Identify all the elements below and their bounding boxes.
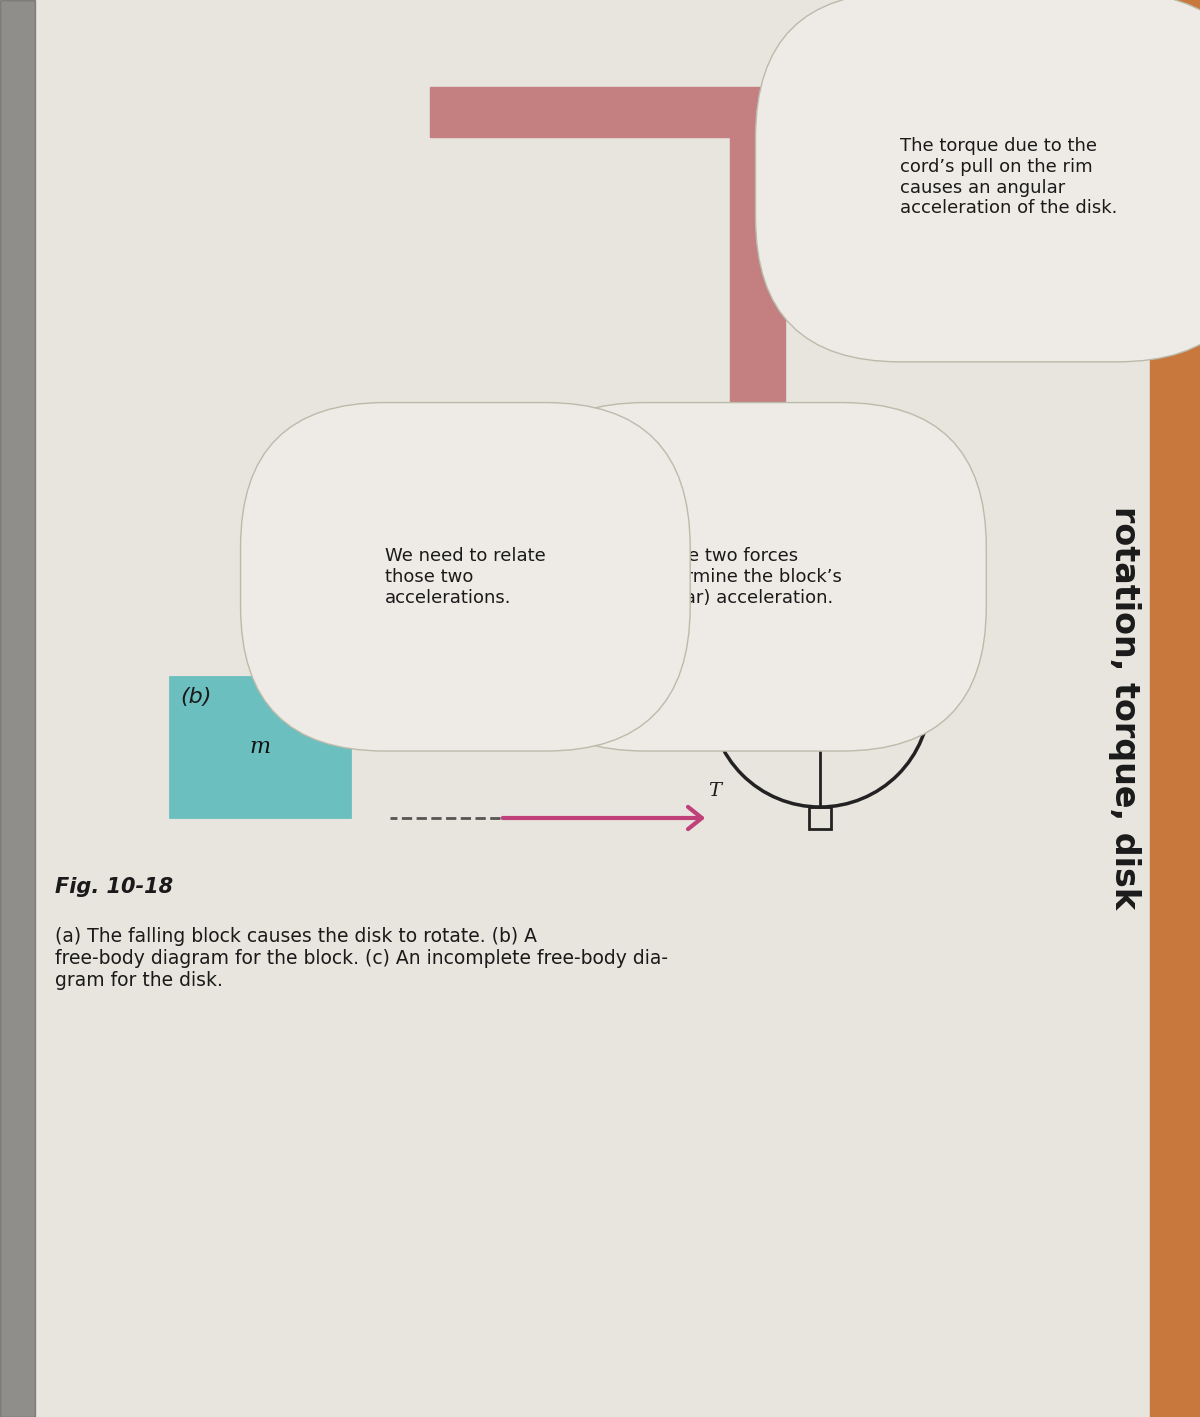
Circle shape xyxy=(812,689,828,706)
Text: m: m xyxy=(250,735,270,758)
Bar xyxy=(170,677,350,818)
Circle shape xyxy=(690,417,950,677)
Text: We need to relate
those two
accelerations.: We need to relate those two acceleration… xyxy=(385,547,546,606)
Bar xyxy=(809,808,830,829)
Text: $F_g$: $F_g$ xyxy=(379,652,401,677)
Text: (a): (a) xyxy=(380,707,410,727)
Text: The torque due to the
cord’s pull on the rim
causes an angular
acceleration of t: The torque due to the cord’s pull on the… xyxy=(900,137,1117,217)
Text: These two forces
determine the block’s
(linear) acceleration.: These two forces determine the block’s (… xyxy=(646,547,842,606)
Text: (c): (c) xyxy=(640,616,670,638)
Text: y: y xyxy=(384,588,396,606)
Text: R: R xyxy=(841,728,854,745)
Text: T: T xyxy=(708,782,721,801)
Text: O: O xyxy=(793,673,808,691)
Circle shape xyxy=(810,537,830,557)
Text: T: T xyxy=(624,659,636,677)
Text: rotation, torque, disk: rotation, torque, disk xyxy=(1109,506,1141,908)
Text: (b): (b) xyxy=(180,687,211,707)
Bar xyxy=(1150,0,1200,1417)
Bar xyxy=(730,118,785,517)
Bar xyxy=(700,478,780,547)
Circle shape xyxy=(502,689,520,706)
Text: M: M xyxy=(746,504,774,529)
Circle shape xyxy=(796,521,845,572)
Text: Fig. 10-18: Fig. 10-18 xyxy=(55,877,173,897)
Text: m: m xyxy=(497,655,514,672)
Bar xyxy=(430,86,790,137)
Bar xyxy=(0,0,35,1417)
Text: (a) The falling block causes the disk to rotate. (b) A
free-body diagram for the: (a) The falling block causes the disk to… xyxy=(55,927,668,990)
Text: M: M xyxy=(760,628,781,646)
